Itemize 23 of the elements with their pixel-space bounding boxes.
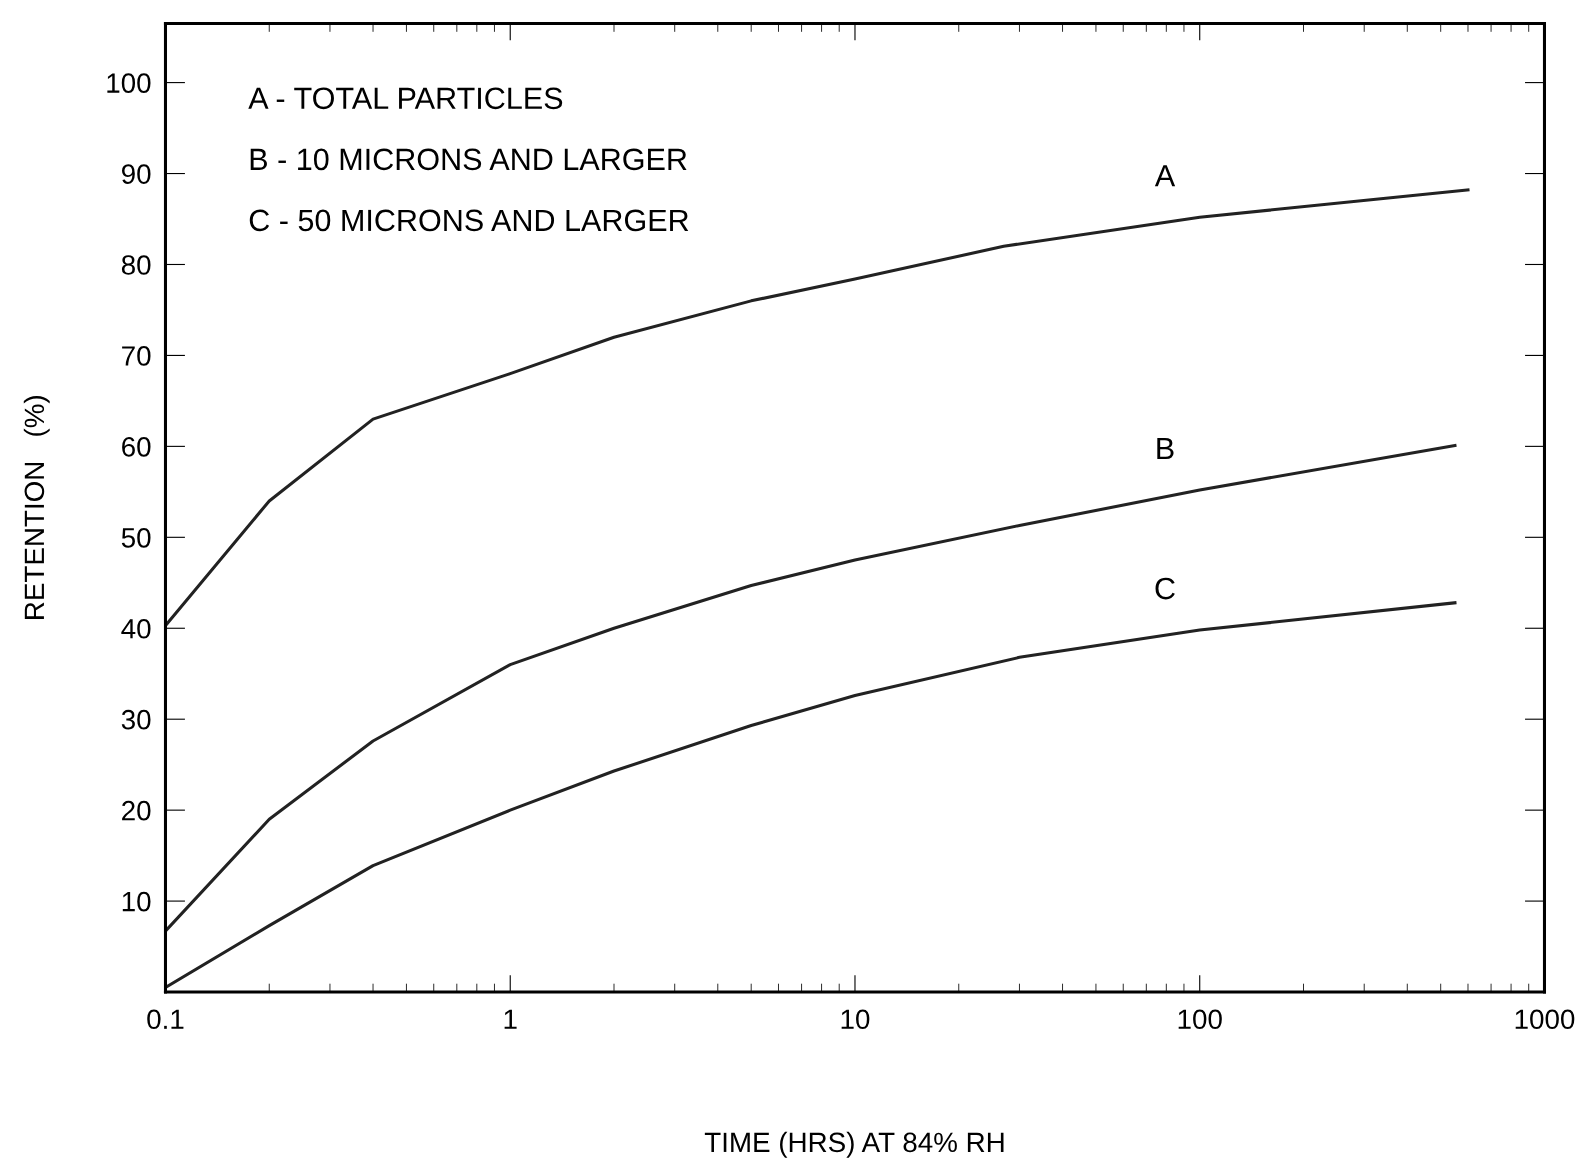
y-tick-label: 80 xyxy=(121,255,151,275)
y-tick-label: 100 xyxy=(107,73,151,93)
x-tick-label: 1000 xyxy=(1515,1009,1575,1030)
y-tick-label: 50 xyxy=(121,527,151,548)
x-tick-label: 0.1 xyxy=(147,1009,184,1030)
y-axis-title: RETENTION (%) xyxy=(23,396,50,619)
annotation: A - TOTAL PARTICLES xyxy=(248,87,563,110)
y-tick-label: 20 xyxy=(122,800,151,821)
x-tick-label: 100 xyxy=(1178,1009,1222,1030)
y-tick-label: 70 xyxy=(122,346,151,366)
series-label: A xyxy=(1154,165,1176,187)
y-tick-label: 40 xyxy=(121,618,151,639)
x-tick-label: 1 xyxy=(504,1009,517,1029)
y-tick-label: 90 xyxy=(122,164,151,184)
x-tick-label: 10 xyxy=(841,1009,870,1030)
x-axis-title: TIME (HRS) AT 84% RH xyxy=(704,1131,1004,1158)
series-label: C xyxy=(1155,577,1175,600)
annotation: C - 50 MICRONS AND LARGER xyxy=(249,209,689,232)
series-label: B xyxy=(1157,438,1174,460)
y-tick-label: 60 xyxy=(122,437,151,457)
y-tick-label: 30 xyxy=(121,709,151,730)
y-tick-label: 10 xyxy=(122,891,151,912)
annotation: B - 10 MICRONS AND LARGER xyxy=(250,148,687,171)
